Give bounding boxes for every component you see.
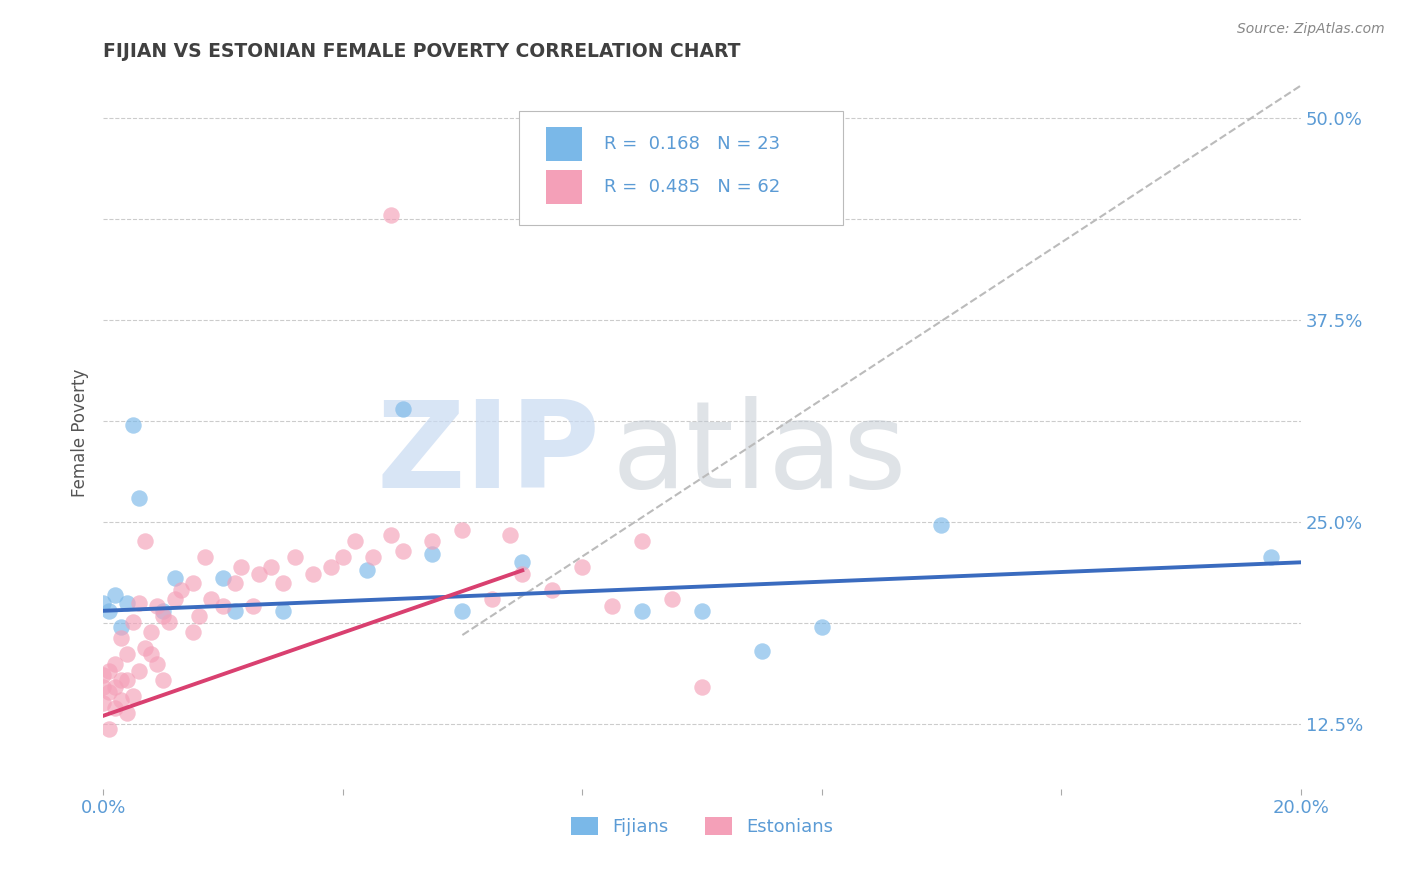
Point (115, 673, 138, 688)
Point (271, 604, 294, 618)
Point (110, 620, 132, 634)
Point (212, 599, 235, 613)
Point (332, 550, 354, 565)
Point (810, 620, 832, 634)
Point (271, 576, 294, 591)
Point (104, 680, 127, 694)
Point (571, 560, 593, 574)
Point (139, 648, 162, 662)
Point (98, 604, 121, 618)
Point (931, 518, 953, 533)
Point (600, 599, 623, 613)
Point (1260, 550, 1282, 565)
Point (98, 722, 121, 736)
Point (152, 673, 174, 688)
Point (510, 555, 533, 569)
Point (91, 668, 114, 682)
Point (181, 576, 204, 591)
Point (200, 592, 222, 607)
Point (451, 604, 474, 618)
Point (481, 592, 503, 607)
Text: FIJIAN VS ESTONIAN FEMALE POVERTY CORRELATION CHART: FIJIAN VS ESTONIAN FEMALE POVERTY CORREL… (103, 42, 741, 61)
Text: R =  0.485   N = 62: R = 0.485 N = 62 (603, 178, 780, 196)
Point (91, 596, 114, 610)
Point (499, 528, 522, 542)
Text: Source: ZipAtlas.com: Source: ZipAtlas.com (1237, 22, 1385, 37)
FancyBboxPatch shape (519, 111, 844, 226)
Point (422, 534, 444, 549)
FancyBboxPatch shape (546, 170, 582, 204)
Point (194, 550, 217, 565)
Point (260, 560, 283, 574)
Point (229, 560, 252, 574)
Point (391, 544, 413, 558)
Point (212, 572, 235, 586)
Point (139, 624, 162, 639)
Point (115, 648, 138, 662)
Point (128, 664, 150, 678)
Point (134, 534, 156, 549)
Point (224, 576, 246, 591)
Point (187, 608, 209, 623)
Point (152, 608, 174, 623)
FancyBboxPatch shape (546, 128, 582, 161)
Point (380, 528, 402, 542)
Legend: Fijians, Estonians: Fijians, Estonians (564, 810, 841, 844)
Point (104, 700, 127, 714)
Point (104, 657, 127, 672)
Point (115, 596, 138, 610)
Point (110, 632, 132, 646)
Point (98, 664, 121, 678)
Point (181, 624, 204, 639)
Point (343, 534, 366, 549)
Point (122, 615, 145, 629)
Point (134, 640, 156, 655)
Point (146, 657, 169, 672)
Point (104, 588, 127, 602)
Point (631, 604, 654, 618)
Point (110, 692, 132, 706)
Point (170, 582, 193, 597)
Point (301, 566, 323, 581)
Y-axis label: Female Poverty: Female Poverty (72, 369, 89, 497)
Point (451, 523, 474, 537)
Point (122, 417, 145, 432)
Point (128, 491, 150, 505)
Point (152, 604, 174, 618)
Point (319, 560, 342, 574)
Point (163, 592, 186, 607)
Point (422, 547, 444, 561)
Point (247, 566, 270, 581)
Text: R =  0.168   N = 23: R = 0.168 N = 23 (603, 136, 780, 153)
Point (115, 706, 138, 720)
Point (541, 582, 564, 597)
Point (91, 696, 114, 710)
Point (128, 596, 150, 610)
Point (690, 604, 713, 618)
Point (391, 401, 413, 416)
Text: atlas: atlas (612, 396, 908, 513)
Point (510, 566, 533, 581)
Point (356, 563, 378, 577)
Point (91, 680, 114, 694)
Point (242, 599, 264, 613)
Point (661, 592, 683, 607)
Point (690, 680, 713, 694)
Point (98, 684, 121, 698)
Point (163, 572, 186, 586)
Point (751, 644, 773, 658)
Point (146, 599, 169, 613)
Point (361, 550, 384, 565)
Text: ZIP: ZIP (377, 396, 600, 513)
Point (122, 690, 145, 704)
Point (157, 615, 180, 629)
Point (224, 604, 246, 618)
Point (380, 208, 402, 222)
Point (284, 550, 307, 565)
Point (110, 673, 132, 688)
Point (631, 534, 654, 549)
